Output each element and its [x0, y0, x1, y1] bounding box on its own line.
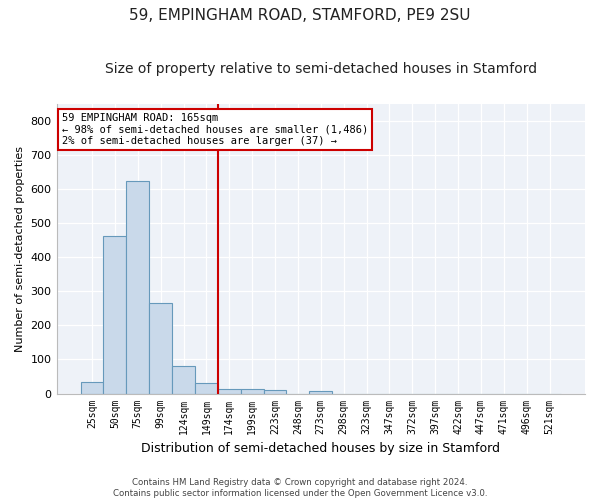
- Text: Contains HM Land Registry data © Crown copyright and database right 2024.
Contai: Contains HM Land Registry data © Crown c…: [113, 478, 487, 498]
- Bar: [172, 366, 195, 394]
- Text: 59 EMPINGHAM ROAD: 165sqm
← 98% of semi-detached houses are smaller (1,486)
2% o: 59 EMPINGHAM ROAD: 165sqm ← 98% of semi-…: [62, 112, 368, 146]
- Bar: [218, 389, 241, 394]
- Title: Size of property relative to semi-detached houses in Stamford: Size of property relative to semi-detach…: [105, 62, 537, 76]
- Bar: [241, 390, 263, 394]
- Bar: [263, 390, 286, 394]
- Text: 59, EMPINGHAM ROAD, STAMFORD, PE9 2SU: 59, EMPINGHAM ROAD, STAMFORD, PE9 2SU: [129, 8, 471, 22]
- Bar: [103, 236, 127, 394]
- Bar: [127, 180, 149, 394]
- Bar: [80, 382, 103, 394]
- X-axis label: Distribution of semi-detached houses by size in Stamford: Distribution of semi-detached houses by …: [141, 442, 500, 455]
- Bar: [195, 384, 218, 394]
- Y-axis label: Number of semi-detached properties: Number of semi-detached properties: [15, 146, 25, 352]
- Bar: [310, 391, 332, 394]
- Bar: [149, 304, 172, 394]
